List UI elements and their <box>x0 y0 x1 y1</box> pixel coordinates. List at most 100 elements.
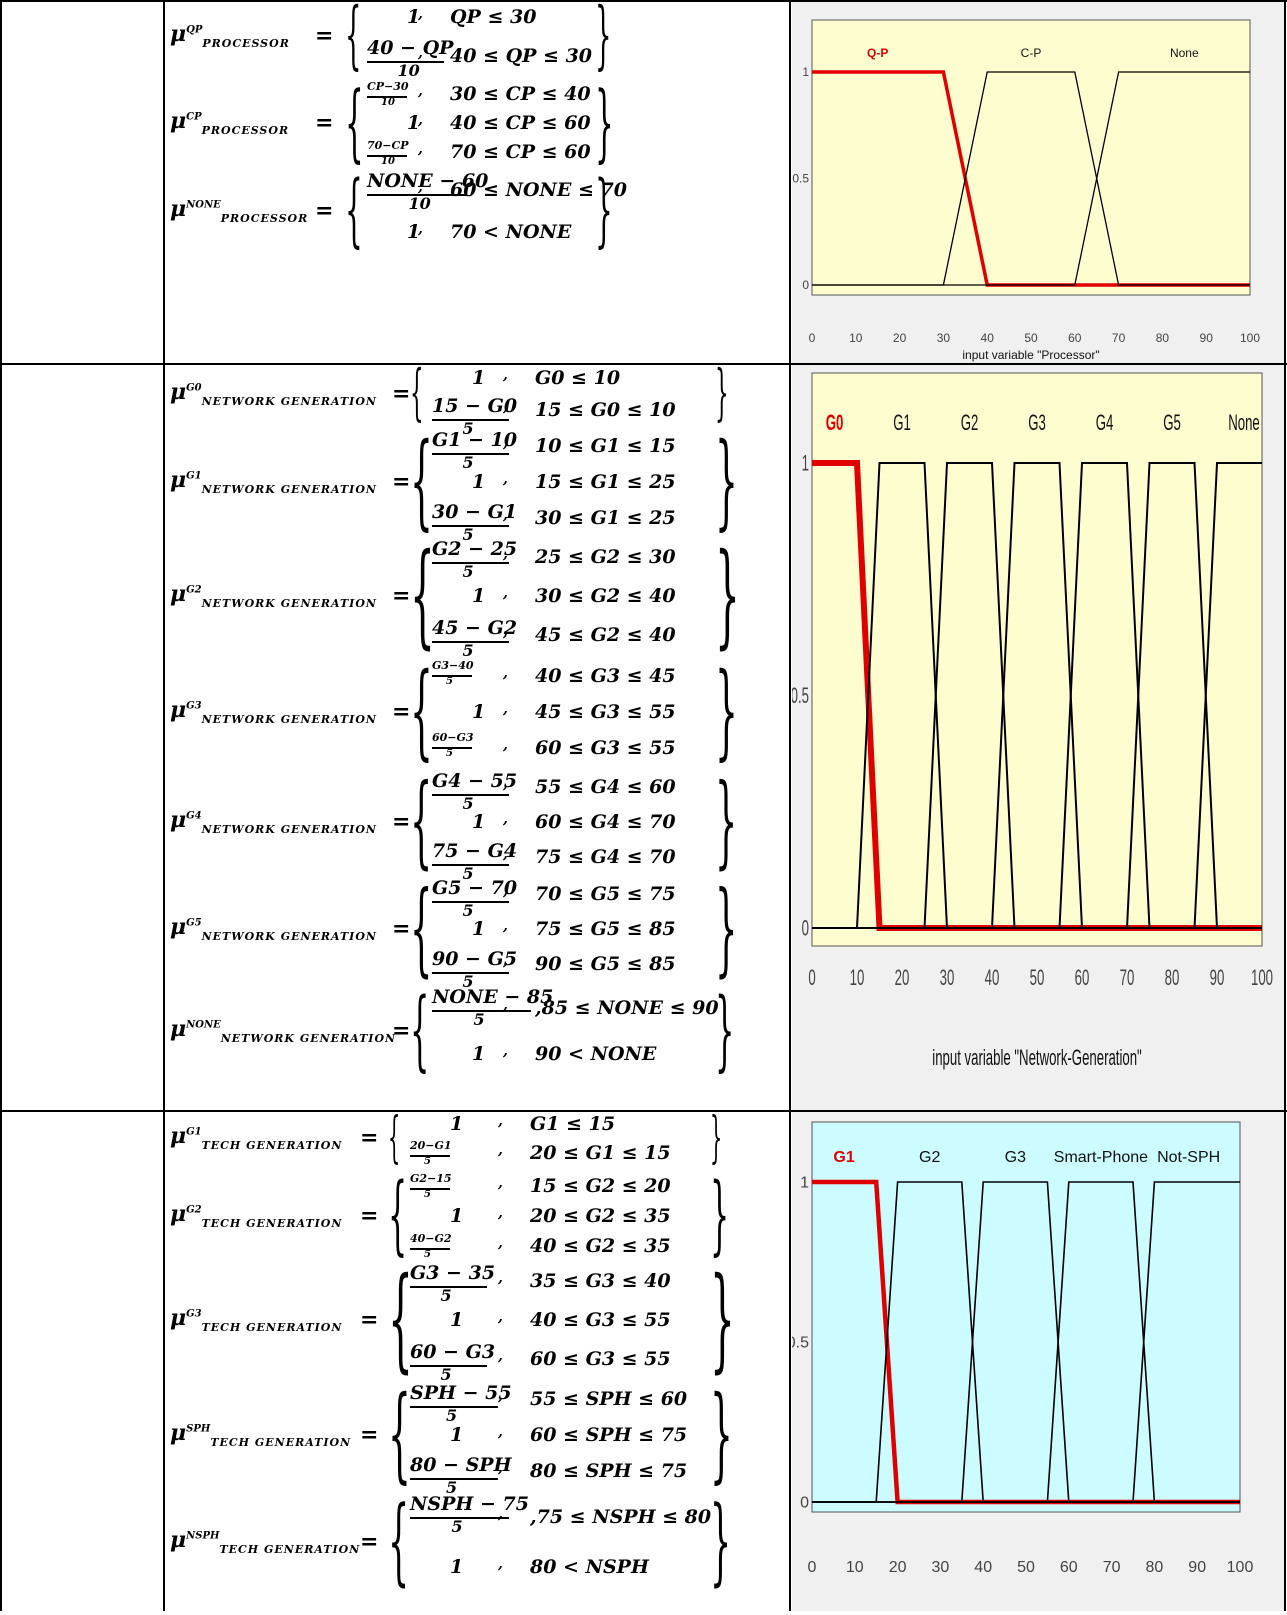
piece-numerator: 90 − G5 <box>432 947 518 970</box>
piece-condition: 55 ≤ SPH ≤ 60 <box>530 1388 688 1410</box>
piece-condition: 80 ≤ SPH ≤ 75 <box>530 1460 688 1482</box>
piece-denominator: 5 <box>462 419 474 438</box>
piece-numerator: NONE − 60 <box>367 170 489 192</box>
piece-denominator: 5 <box>462 640 474 660</box>
piece-comma: , <box>498 1388 503 1404</box>
piece-comma: , <box>498 1460 503 1476</box>
membership-curve-none <box>812 71 1250 286</box>
equals-sign: = <box>392 1018 411 1044</box>
equation-mu-superscript: G0 <box>186 382 202 394</box>
x-tick-label: 50 <box>1024 331 1038 345</box>
x-tick-label: 70 <box>1112 331 1126 345</box>
piece-numerator: 80 − SPH <box>410 1454 512 1476</box>
piece-comma: , <box>418 112 423 128</box>
series-label: G2 <box>919 1149 940 1166</box>
equals-sign: = <box>360 1529 379 1555</box>
piece-denominator: 5 <box>462 562 474 581</box>
piece-denominator: 5 <box>451 1517 463 1536</box>
piece-condition: 25 ≤ G2 ≤ 30 <box>535 545 676 568</box>
x-tick-label: 80 <box>1165 966 1180 990</box>
equation-mu-label: μG1NETWORK GENERATION <box>170 467 377 496</box>
equation-mu-label: μG2TECH GENERATION <box>170 1201 343 1230</box>
piece-condition: 60 ≤ G3 ≤ 55 <box>530 1348 671 1371</box>
x-tick-label: 100 <box>1240 331 1260 345</box>
piece-condition: 10 ≤ G1 ≤ 15 <box>535 435 676 457</box>
equation-mu-subscript: NETWORK GENERATION <box>201 597 377 610</box>
equals-sign: = <box>392 381 411 407</box>
piece-comma: , <box>503 953 508 970</box>
equals-sign: = <box>392 469 411 495</box>
right-brace: } <box>710 1165 730 1265</box>
piece-comma: , <box>498 1112 503 1129</box>
piece-comma: , <box>503 585 508 601</box>
piece-comma: , <box>503 399 508 415</box>
piece-condition: 55 ≤ G4 ≤ 60 <box>535 775 676 798</box>
piece-comma: , <box>503 665 508 681</box>
membership-equation: μG1TECH GENERATION = {} 1, G1 ≤ 15 20−G1 5, 20 … <box>170 1108 782 1170</box>
equation-mu-label: μSPHTECH GENERATION <box>170 1420 352 1449</box>
membership-equation: μNSPHTECH GENERATION ={} NSPH − 75 5, ,75 ≤ … <box>170 1491 782 1595</box>
x-tick-label: 50 <box>1017 1559 1035 1576</box>
piece-comma: , <box>418 82 423 99</box>
x-tick-label: 40 <box>985 966 1000 990</box>
piece-comma: , <box>503 507 508 523</box>
piece-numerator: 20−G1 <box>410 1139 452 1152</box>
y-tick-label: 1 <box>802 65 809 79</box>
series-label: G3 <box>1005 1149 1026 1166</box>
equation-mu-subscript: TECH GENERATION <box>201 1217 343 1230</box>
piece-condition: QP ≤ 30 <box>450 5 537 28</box>
piece-comma: , <box>498 1309 503 1325</box>
x-tick-label: 0 <box>808 1559 817 1576</box>
piece-condition: 45 ≤ G3 ≤ 55 <box>535 701 676 723</box>
fraction-bar <box>410 1517 509 1519</box>
equation-mu-superscript: G3 <box>186 700 202 712</box>
piece-numerator: 40 − QP <box>367 37 454 59</box>
x-axis-label: input variable "Processor" <box>962 348 1099 362</box>
y-tick-label: 0.5 <box>792 172 809 186</box>
piece-numerator: 30 − G1 <box>432 501 518 523</box>
equation-mu-subscript: TECH GENERATION <box>201 1139 343 1152</box>
equals-sign: = <box>360 1125 379 1151</box>
fraction-bar <box>432 419 509 421</box>
equals-sign: = <box>360 1422 379 1448</box>
piece-condition: 15 ≤ G1 ≤ 25 <box>535 471 676 493</box>
series-label: C-P <box>1021 46 1042 60</box>
piece-condition: 70 < NONE <box>450 221 572 243</box>
x-tick-label: 60 <box>1060 1559 1078 1576</box>
equation-mu-label: μNONEPROCESSOR <box>170 196 309 225</box>
equation-mu-label: μG3TECH GENERATION <box>170 1305 343 1334</box>
fraction-bar <box>410 1364 487 1367</box>
piece-condition: 15 ≤ G2 ≤ 20 <box>530 1175 671 1197</box>
piece-numerator: G2 − 25 <box>432 538 518 560</box>
piece-condition: 60 ≤ G3 ≤ 55 <box>535 737 676 759</box>
piece-numerator: CP−30 <box>367 80 409 93</box>
piece-numerator: 15 − G0 <box>432 395 518 417</box>
equation-mu-superscript: G2 <box>186 584 202 596</box>
piece-denominator: 10 <box>397 61 420 80</box>
piece-comma: , <box>503 435 508 451</box>
piece-condition: G1 ≤ 15 <box>530 1112 616 1135</box>
piece-expression: 1 <box>450 1424 464 1446</box>
table-border-top <box>0 0 1287 2</box>
fraction-bar <box>432 453 509 455</box>
piece-denominator: 5 <box>424 1156 431 1167</box>
piece-condition: 45 ≤ G2 ≤ 40 <box>535 624 676 647</box>
piece-denominator: 5 <box>424 1189 431 1200</box>
equation-mu-subscript: NETWORK GENERATION <box>201 483 377 496</box>
y-tick-label: 1 <box>800 1174 809 1191</box>
x-tick-label: 70 <box>1103 1559 1121 1576</box>
equals-sign: = <box>315 198 334 224</box>
membership-plot-tech-generation: 0 10 20 30 40 50 60 70 80 90 100 0 0.5 1 G1 G2 G3 Smart-P… <box>787 1112 1284 1611</box>
y-tick-label: 0 <box>802 278 809 292</box>
left-brace: { <box>388 1105 401 1169</box>
right-brace: } <box>710 1254 735 1384</box>
piece-condition: 75 ≤ G5 ≤ 85 <box>535 918 676 940</box>
piece-expression: 1 <box>472 471 486 493</box>
series-label: None <box>1228 411 1260 435</box>
membership-equation: μG4NETWORK GENERATION ={} G4 − 55 5, 55 ≤ G4… <box>170 768 782 883</box>
right-brace: } <box>715 651 738 771</box>
fraction-bar <box>410 1286 487 1288</box>
fraction-bar <box>432 675 472 677</box>
piece-denominator: 5 <box>446 676 453 687</box>
membership-plot-processor: 0 10 20 30 40 50 60 70 80 90 100 0 0.5 1 input variabl… <box>792 2 1284 363</box>
